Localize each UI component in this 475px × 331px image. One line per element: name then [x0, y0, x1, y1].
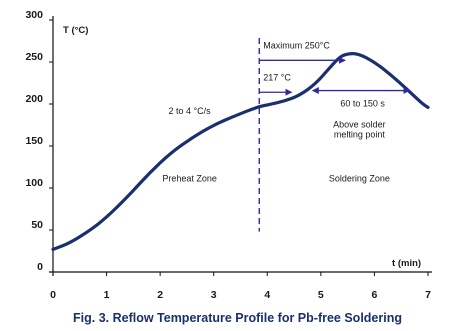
y-tick-label-50: 50: [31, 219, 43, 231]
y-tick-label-100: 100: [25, 177, 43, 189]
x-tick-label-4: 4: [264, 289, 270, 301]
x-tick-label-0: 0: [50, 289, 56, 301]
y-tick-label-0: 0: [37, 261, 43, 273]
annotation-time-range: 60 to 150 s: [340, 99, 385, 109]
x-axis-title: t (min): [392, 258, 421, 269]
axes: 0 50 100 150 200 250 300 0 1 2 3 4 5 6 7 T (°C) t (min): [25, 9, 432, 301]
annotation-max-temp: Maximum 250°C: [263, 41, 330, 51]
y-axis-title: T (°C): [63, 25, 88, 36]
y-tick-label-250: 250: [25, 51, 43, 63]
annotation-liquidus: 217 °C: [263, 72, 291, 82]
x-tick-label-3: 3: [211, 289, 217, 301]
x-tick-label-6: 6: [372, 289, 378, 301]
y-tick-label-150: 150: [25, 135, 43, 147]
annotation-ramp-rate: 2 to 4 °C/s: [169, 106, 212, 116]
series: [51, 52, 430, 251]
x-tick-label-5: 5: [318, 289, 324, 301]
y-tick-label-300: 300: [25, 9, 43, 21]
figure-caption: Fig. 3. Reflow Temperature Profile for P…: [73, 311, 402, 325]
annotation-soldering-zone: Soldering Zone: [329, 173, 390, 183]
x-tick-label-1: 1: [104, 289, 110, 301]
temperature-curve: [51, 52, 430, 251]
annotation-above-solder: Above solder: [333, 120, 386, 130]
annotations: Maximum 250°C 217 °C 60 to 150 s 2 to 4 °C/…: [162, 41, 411, 183]
x-tick-label-2: 2: [157, 289, 163, 301]
x-tick-label-7: 7: [425, 289, 431, 301]
annotation-melting-point: melting point: [334, 130, 386, 140]
annotation-preheat-zone: Preheat Zone: [162, 173, 217, 183]
y-tick-label-200: 200: [25, 93, 43, 105]
